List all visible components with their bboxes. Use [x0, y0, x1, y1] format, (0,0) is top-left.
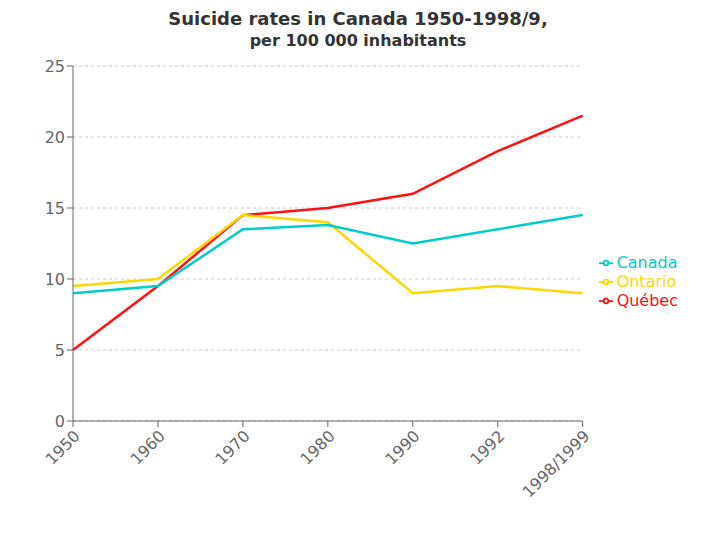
- svg-text:5: 5: [55, 341, 65, 360]
- html-text:Suicide rates in Canada 1950-1: Suicide rates in Canada 1950-1998/9,: [168, 8, 548, 29]
- svg-text:1998/1999: 1998/1999: [519, 426, 594, 501]
- svg-text:20: 20: [45, 128, 65, 147]
- svg-text:0: 0: [55, 412, 65, 431]
- svg-text:15: 15: [45, 199, 65, 218]
- svg-text:1970: 1970: [212, 426, 254, 468]
- html-text:Ontario: Ontario: [616, 271, 677, 291]
- svg-text:1992: 1992: [466, 426, 508, 468]
- svg-text:1960: 1960: [127, 426, 169, 468]
- svg-text:1980: 1980: [296, 426, 338, 468]
- html-text:Canada: Canada: [616, 252, 678, 272]
- svg-text:25: 25: [45, 57, 65, 76]
- html-text:Québec: Québec: [616, 290, 678, 310]
- svg-text:10: 10: [45, 270, 65, 289]
- svg-text:1950: 1950: [42, 426, 84, 468]
- svg-text:1990: 1990: [381, 426, 423, 468]
- html-text:per 100 000 inhabitants: per 100 000 inhabitants: [249, 31, 467, 50]
